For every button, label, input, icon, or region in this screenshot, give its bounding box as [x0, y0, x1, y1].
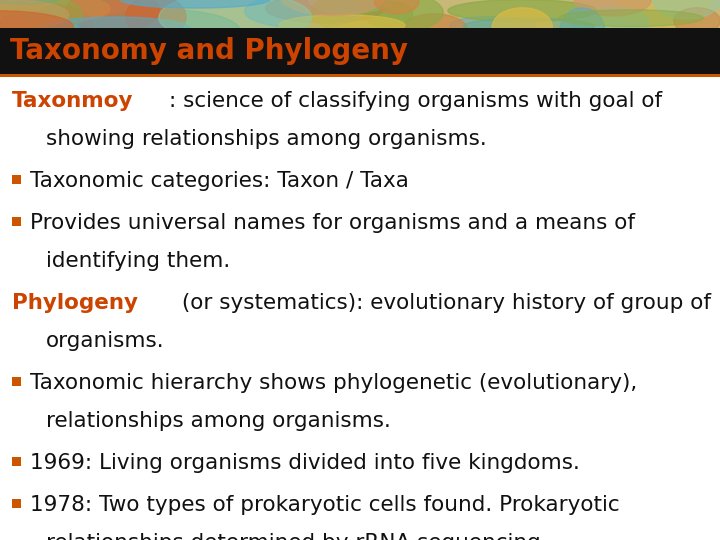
Bar [12, 217, 21, 226]
Ellipse shape [574, 0, 651, 16]
Text: 1978: Two types of prokaryotic cells found. Prokaryotic: 1978: Two types of prokaryotic cells fou… [30, 495, 620, 515]
Ellipse shape [374, 0, 419, 14]
Bar [12, 499, 21, 508]
Ellipse shape [24, 0, 153, 34]
Bar [12, 377, 21, 386]
Ellipse shape [400, 14, 468, 49]
Ellipse shape [120, 0, 270, 8]
Ellipse shape [0, 0, 83, 40]
Ellipse shape [492, 8, 552, 46]
Ellipse shape [559, 10, 703, 26]
Bar [12, 175, 21, 184]
Ellipse shape [653, 0, 720, 19]
Bar [0, 28, 720, 74]
Bar [0, 0, 720, 28]
Ellipse shape [450, 16, 536, 35]
Text: relationships determined by rRNA sequencing.: relationships determined by rRNA sequenc… [46, 533, 548, 540]
Ellipse shape [309, 0, 390, 14]
Ellipse shape [571, 6, 649, 42]
Text: Taxonomy and Phylogeny: Taxonomy and Phylogeny [10, 37, 408, 65]
Text: relationships among organisms.: relationships among organisms. [46, 411, 391, 431]
Ellipse shape [159, 0, 312, 42]
Bar [12, 457, 21, 466]
Ellipse shape [616, 0, 710, 27]
Text: Phylogeny: Phylogeny [12, 293, 138, 313]
Bar [0, 74, 720, 77]
Text: : science of classifying organisms with goal of: : science of classifying organisms with … [168, 91, 662, 111]
Text: Taxonmoy: Taxonmoy [12, 91, 133, 111]
Ellipse shape [99, 0, 184, 30]
Ellipse shape [40, 17, 189, 39]
Ellipse shape [126, 0, 186, 38]
Ellipse shape [310, 0, 444, 36]
Text: Taxonomic categories: Taxon / Taxa: Taxonomic categories: Taxon / Taxa [30, 171, 409, 191]
Ellipse shape [0, 11, 73, 42]
Ellipse shape [0, 0, 65, 4]
Ellipse shape [245, 0, 361, 28]
Text: Taxonomic hierarchy shows phylogenetic (evolutionary),: Taxonomic hierarchy shows phylogenetic (… [30, 373, 637, 393]
Ellipse shape [280, 0, 385, 16]
Ellipse shape [87, 9, 240, 54]
Ellipse shape [66, 0, 159, 32]
Ellipse shape [463, 18, 595, 35]
Ellipse shape [279, 15, 405, 36]
Ellipse shape [0, 0, 110, 24]
Text: 1969: Living organisms divided into five kingdoms.: 1969: Living organisms divided into five… [30, 453, 580, 473]
Ellipse shape [674, 8, 720, 34]
Ellipse shape [364, 2, 413, 26]
Text: (or systematics): evolutionary history of group of: (or systematics): evolutionary history o… [174, 293, 711, 313]
Text: identifying them.: identifying them. [46, 251, 230, 271]
Text: organisms.: organisms. [46, 331, 165, 351]
Ellipse shape [0, 4, 93, 45]
Ellipse shape [0, 0, 69, 30]
Text: showing relationships among organisms.: showing relationships among organisms. [46, 129, 487, 149]
Ellipse shape [560, 8, 605, 53]
Ellipse shape [0, 0, 53, 16]
Ellipse shape [448, 0, 597, 22]
Ellipse shape [266, 0, 384, 23]
Text: Provides universal names for organisms and a means of: Provides universal names for organisms a… [30, 213, 635, 233]
